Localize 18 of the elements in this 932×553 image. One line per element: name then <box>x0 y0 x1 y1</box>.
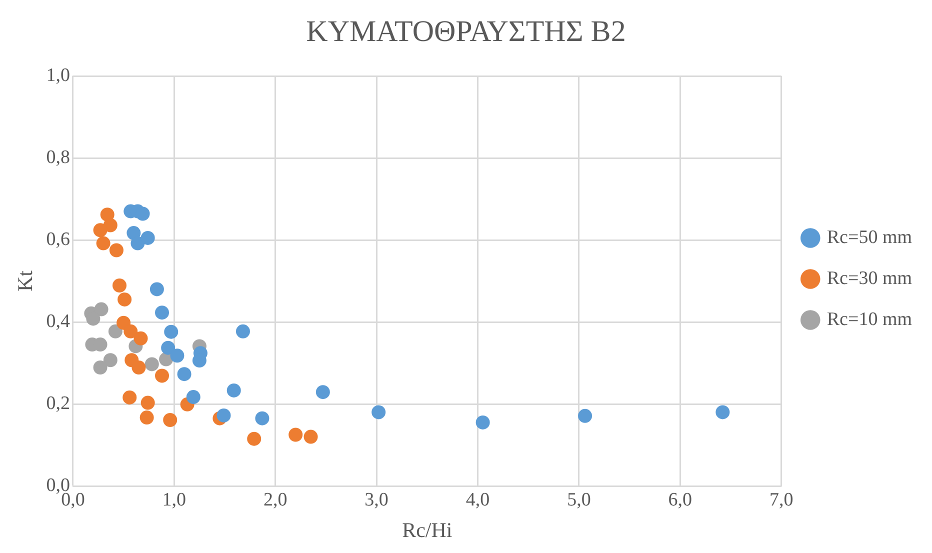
x-tick-label: 4,0 <box>466 489 490 510</box>
legend-label: Rc=10 mm <box>826 308 912 330</box>
y-tick-label: 0,2 <box>46 392 70 414</box>
y-tick-label: 0,6 <box>46 228 70 250</box>
x-tick-label: 6,0 <box>668 489 692 510</box>
y-tick-label: 0,4 <box>46 310 70 332</box>
y-tick-label: 0,8 <box>46 146 70 168</box>
x-tick-label: 5,0 <box>567 489 591 510</box>
y-tick-label: 1,0 <box>46 64 70 86</box>
chart-title: ΚΥΜΑΤΟΘΡΑΥΣΤΗΣ Β2 <box>306 14 626 48</box>
x-tick-label: 3,0 <box>364 489 388 510</box>
x-tick-label: 7,0 <box>769 489 794 510</box>
x-tick-label: 1,0 <box>162 489 186 510</box>
legend-label: Rc=50 mm <box>826 226 912 248</box>
legend-label: Rc=30 mm <box>826 268 912 289</box>
x-axis-title: Rc/Hi <box>402 518 452 542</box>
x-tick-label: 2,0 <box>263 489 288 510</box>
y-axis-title: Kt <box>13 270 38 292</box>
